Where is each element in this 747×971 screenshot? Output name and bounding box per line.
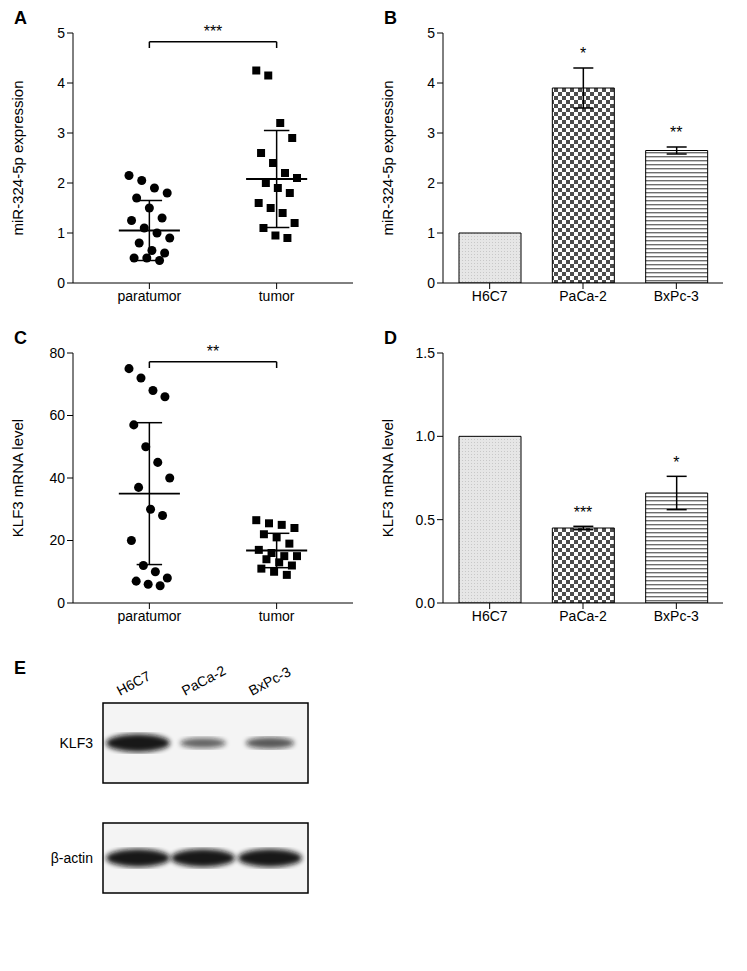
svg-text:0: 0 (57, 595, 65, 611)
svg-text:5: 5 (427, 25, 435, 41)
html-text:E: E (14, 658, 26, 678)
svg-text:*: * (673, 454, 679, 471)
svg-text:BxPc-3: BxPc-3 (246, 663, 294, 698)
svg-text:1: 1 (427, 225, 435, 241)
html-text:B: B (384, 8, 397, 28)
svg-text:1.5: 1.5 (416, 345, 436, 361)
svg-text:4: 4 (427, 75, 435, 91)
svg-text:60: 60 (49, 407, 65, 423)
html-text:A: A (14, 8, 27, 28)
svg-text:2: 2 (427, 175, 435, 191)
svg-text:40: 40 (49, 470, 65, 486)
svg-text:0.0: 0.0 (416, 595, 436, 611)
svg-text:20: 20 (49, 532, 65, 548)
svg-text:5: 5 (57, 25, 65, 41)
html-text:C: C (14, 328, 27, 348)
svg-text:**: ** (207, 343, 219, 360)
svg-text:β-actin: β-actin (51, 850, 93, 866)
svg-text:3: 3 (427, 125, 435, 141)
svg-text:miR-324-5p expression: miR-324-5p expression (9, 80, 26, 235)
svg-text:0.5: 0.5 (416, 512, 436, 528)
svg-text:KLF3 mRNA level: KLF3 mRNA level (379, 419, 396, 537)
svg-text:KLF3: KLF3 (60, 735, 94, 751)
svg-text:**: ** (670, 124, 682, 141)
svg-text:BxPc-3: BxPc-3 (654, 288, 699, 304)
svg-text:***: *** (574, 504, 593, 521)
svg-text:H6C7: H6C7 (114, 668, 153, 699)
svg-text:H6C7: H6C7 (472, 288, 508, 304)
svg-text:BxPc-3: BxPc-3 (654, 608, 699, 624)
svg-text:3: 3 (57, 125, 65, 141)
html-text:D: D (384, 328, 397, 348)
svg-text:paratumor: paratumor (117, 288, 181, 304)
svg-text:PaCa-2: PaCa-2 (559, 608, 607, 624)
svg-text:PaCa-2: PaCa-2 (179, 662, 229, 699)
svg-text:*: * (580, 45, 586, 62)
svg-text:0: 0 (427, 275, 435, 291)
svg-text:2: 2 (57, 175, 65, 191)
svg-text:tumor: tumor (259, 608, 295, 624)
svg-text:tumor: tumor (259, 288, 295, 304)
svg-text:80: 80 (49, 345, 65, 361)
svg-text:KLF3 mRNA level: KLF3 mRNA level (9, 419, 26, 537)
svg-text:0: 0 (57, 275, 65, 291)
svg-text:H6C7: H6C7 (472, 608, 508, 624)
svg-text:miR-324-5p expression: miR-324-5p expression (379, 80, 396, 235)
svg-text:paratumor: paratumor (117, 608, 181, 624)
svg-text:PaCa-2: PaCa-2 (559, 288, 607, 304)
svg-text:1.0: 1.0 (416, 428, 436, 444)
svg-text:1: 1 (57, 225, 65, 241)
svg-text:4: 4 (57, 75, 65, 91)
svg-text:***: *** (204, 23, 223, 40)
